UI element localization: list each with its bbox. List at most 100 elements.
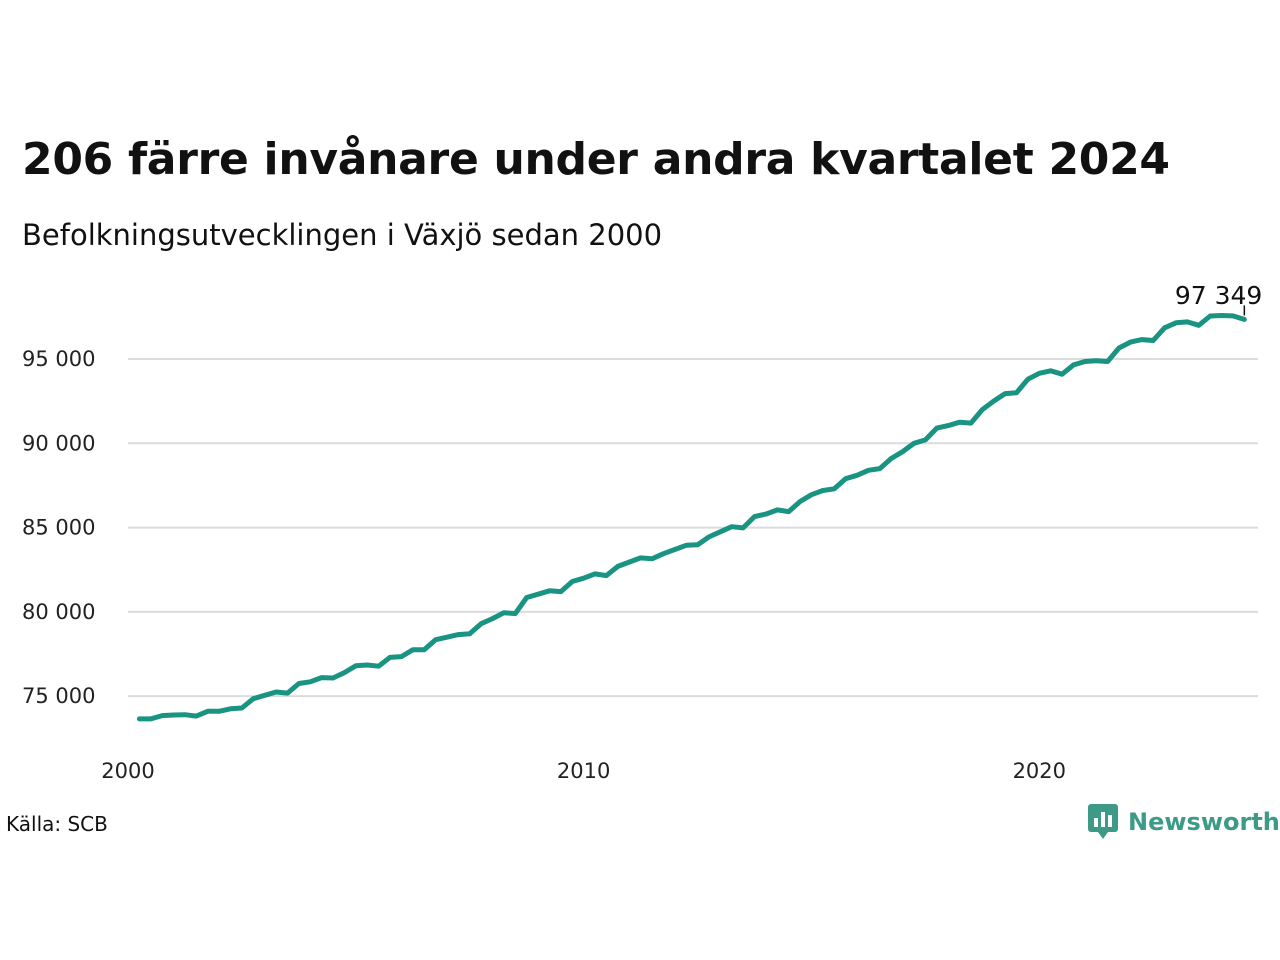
data-point — [877, 466, 883, 471]
data-point — [706, 534, 712, 540]
y-tick-label: 90 000 — [22, 431, 95, 455]
series-line — [136, 313, 1247, 722]
data-point — [695, 542, 700, 547]
data-point — [228, 706, 233, 712]
data-point — [1185, 319, 1190, 325]
x-tick-label: 2020 — [1013, 759, 1066, 783]
data-point — [889, 456, 894, 461]
data-point — [467, 631, 472, 636]
y-axis-labels: 75 000 80 000 85 000 90 000 95 000 — [22, 347, 95, 708]
data-point — [832, 486, 837, 492]
data-point — [934, 425, 939, 431]
data-point — [273, 689, 279, 695]
data-point — [159, 713, 165, 718]
data-point — [683, 543, 689, 548]
series-layer — [136, 313, 1247, 722]
y-tick-label: 85 000 — [22, 516, 95, 540]
data-point — [285, 690, 290, 696]
data-point — [410, 647, 415, 653]
data-point — [262, 693, 267, 698]
brand-name: Newsworthy — [1128, 808, 1280, 836]
data-point — [718, 529, 723, 535]
data-point — [1014, 390, 1019, 395]
data-point — [387, 655, 393, 660]
data-point — [991, 398, 996, 404]
data-point — [490, 616, 495, 621]
data-point — [148, 716, 153, 722]
data-point — [558, 589, 564, 594]
data-point — [604, 573, 609, 578]
newsworthy-logo: Newsworthy — [1088, 804, 1280, 840]
data-point — [649, 556, 655, 561]
data-point — [797, 499, 803, 504]
data-point — [399, 654, 404, 659]
data-point — [547, 588, 552, 594]
data-point — [1196, 323, 1201, 328]
data-point — [752, 514, 757, 519]
data-point — [957, 420, 962, 425]
data-point — [1025, 377, 1031, 382]
chart-title: 206 färre invånare under andra kvartalet… — [22, 134, 1170, 185]
data-point — [456, 632, 461, 637]
data-point — [786, 509, 791, 514]
end-value-label: 97 349 — [1175, 281, 1262, 310]
data-point — [968, 420, 974, 426]
data-point — [854, 473, 860, 478]
data-point — [296, 681, 302, 686]
data-point — [421, 647, 427, 653]
source-note: Källa: SCB — [6, 812, 108, 836]
data-point — [923, 437, 928, 443]
data-point — [911, 441, 917, 446]
data-point — [1128, 339, 1133, 345]
data-point — [1082, 359, 1088, 364]
data-point — [638, 555, 643, 561]
data-point — [661, 551, 666, 556]
data-point — [194, 713, 199, 719]
data-point — [1048, 368, 1053, 374]
y-tick-label: 80 000 — [22, 600, 95, 624]
y-tick-label: 75 000 — [22, 684, 95, 708]
data-point — [353, 663, 359, 669]
data-point — [592, 571, 598, 577]
data-point — [980, 407, 985, 412]
data-point — [729, 524, 734, 529]
data-point — [615, 564, 621, 569]
y-tick-label: 95 000 — [22, 347, 95, 371]
data-point — [1105, 359, 1110, 364]
data-point — [866, 468, 871, 473]
data-point — [1037, 371, 1042, 376]
data-point — [775, 507, 780, 513]
data-point — [376, 663, 381, 669]
data-point — [513, 611, 518, 616]
data-point — [330, 675, 336, 681]
data-point — [1094, 358, 1099, 363]
chart-subtitle: Befolkningsutvecklingen i Växjö sedan 20… — [22, 218, 663, 252]
gridlines — [128, 358, 1258, 698]
x-tick-label: 2000 — [101, 759, 154, 783]
data-point — [1116, 345, 1122, 351]
data-point — [1242, 317, 1247, 322]
data-point — [535, 591, 541, 597]
x-tick-label: 2010 — [557, 759, 610, 783]
data-point — [171, 712, 176, 718]
x-axis-labels: 2000 2010 2020 — [101, 759, 1066, 783]
data-point — [1207, 313, 1213, 319]
annotation-layer: 97 349 — [1175, 281, 1262, 316]
data-point — [1139, 337, 1145, 342]
data-point — [137, 716, 142, 722]
data-point — [945, 423, 951, 428]
data-point — [1173, 320, 1179, 325]
data-point — [581, 575, 586, 581]
data-point — [444, 634, 450, 640]
data-point — [672, 547, 677, 552]
data-point — [900, 449, 905, 454]
data-point — [319, 675, 324, 680]
data-point — [342, 670, 347, 675]
data-point — [239, 705, 245, 711]
data-point — [1059, 371, 1065, 377]
data-point — [501, 610, 507, 615]
data-point — [1071, 362, 1076, 368]
data-point — [1219, 313, 1224, 318]
data-point — [308, 679, 313, 685]
